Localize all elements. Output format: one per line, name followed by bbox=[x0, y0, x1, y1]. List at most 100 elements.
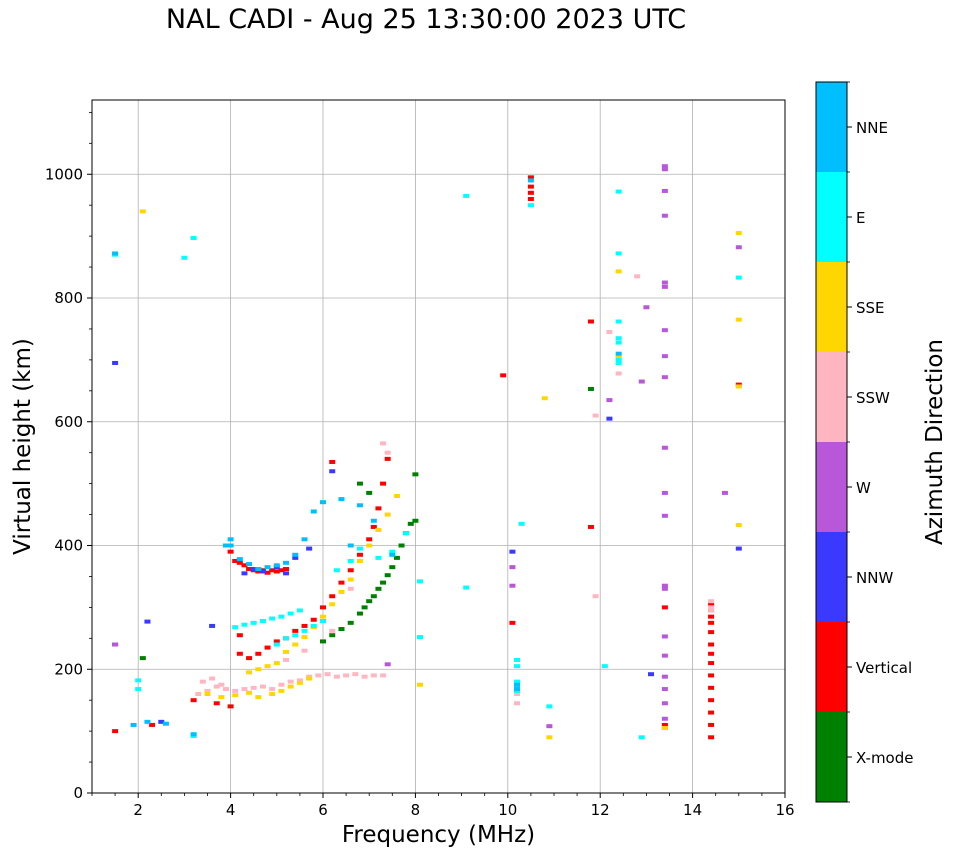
colorbar-label: SSW bbox=[856, 389, 890, 407]
data-point-sse bbox=[329, 602, 336, 607]
data-point-e bbox=[463, 585, 470, 590]
data-point-ssw bbox=[370, 673, 377, 678]
data-point-vertical bbox=[708, 630, 715, 635]
data-point-ssw bbox=[384, 450, 391, 455]
data-point-nne bbox=[112, 251, 119, 256]
data-point-vertical bbox=[320, 605, 326, 610]
colorbar-segment bbox=[816, 352, 847, 442]
data-point-nne bbox=[527, 178, 534, 183]
data-point-x-mode bbox=[320, 639, 326, 644]
data-point-vertical bbox=[329, 459, 336, 464]
data-point-sse bbox=[417, 682, 424, 687]
data-point-ssw bbox=[347, 586, 354, 591]
data-point-vertical bbox=[708, 614, 715, 619]
data-point-x-mode bbox=[139, 656, 146, 661]
data-point-w bbox=[661, 586, 668, 591]
data-point-x-mode bbox=[384, 573, 391, 578]
data-point-nne bbox=[273, 563, 280, 568]
data-point-ssw bbox=[195, 692, 202, 696]
data-point-sse bbox=[255, 695, 262, 700]
data-point-vertical bbox=[708, 722, 715, 727]
data-point-vertical bbox=[283, 567, 290, 572]
data-point-vertical bbox=[149, 722, 156, 727]
data-point-ssw bbox=[592, 413, 599, 418]
y-tick-label: 600 bbox=[54, 413, 83, 431]
data-point-e bbox=[269, 616, 276, 621]
data-point-x-mode bbox=[412, 472, 419, 477]
data-point-w bbox=[606, 398, 613, 403]
data-point-vertical bbox=[310, 617, 317, 622]
data-point-sse bbox=[283, 649, 290, 654]
data-point-sse bbox=[393, 494, 400, 498]
data-point-ssw bbox=[352, 672, 359, 677]
data-point-nne bbox=[227, 537, 234, 542]
data-point-nne bbox=[356, 503, 363, 508]
data-point-ssw bbox=[343, 673, 350, 678]
data-point-ssw bbox=[296, 678, 303, 683]
x-axis-label: Frequency (MHz) bbox=[342, 822, 535, 848]
data-point-e bbox=[615, 251, 622, 256]
data-point-e bbox=[514, 664, 521, 669]
data-point-x-mode bbox=[389, 565, 396, 570]
data-point-ssw bbox=[250, 685, 257, 690]
data-point-e bbox=[735, 275, 742, 280]
data-point-e bbox=[356, 546, 363, 551]
data-point-vertical bbox=[338, 580, 345, 585]
data-point-vertical bbox=[292, 628, 299, 633]
data-point-x-mode bbox=[393, 555, 400, 560]
x-tick-label: 6 bbox=[318, 801, 328, 819]
y-tick-label: 400 bbox=[54, 537, 83, 555]
data-point-ssw bbox=[380, 441, 387, 446]
data-point-nnw bbox=[329, 469, 336, 474]
data-point-w bbox=[661, 653, 668, 658]
data-point-w bbox=[112, 642, 119, 647]
data-point-ssw bbox=[204, 688, 211, 693]
x-tick-label: 10 bbox=[498, 801, 517, 819]
data-point-ssw bbox=[283, 657, 290, 662]
x-tick-label: 4 bbox=[226, 801, 236, 819]
data-point-e bbox=[296, 608, 303, 613]
data-point-e bbox=[135, 687, 142, 692]
data-point-e bbox=[250, 620, 257, 625]
data-point-vertical bbox=[190, 698, 197, 703]
data-point-sse bbox=[273, 661, 280, 666]
data-point-e bbox=[463, 193, 470, 198]
data-point-e bbox=[403, 531, 410, 536]
data-point-sse bbox=[264, 664, 271, 669]
data-point-vertical bbox=[384, 456, 391, 461]
data-point-ssw bbox=[380, 673, 387, 678]
data-point-nne bbox=[236, 557, 243, 562]
data-point-ssw bbox=[634, 274, 641, 279]
data-point-e bbox=[527, 203, 534, 208]
y-tick-label: 1000 bbox=[45, 165, 83, 183]
data-point-ssw bbox=[708, 605, 715, 610]
data-point-e bbox=[241, 622, 248, 627]
colorbar-label: NNW bbox=[856, 569, 893, 587]
data-point-vertical bbox=[227, 704, 234, 709]
data-point-e bbox=[190, 235, 197, 240]
data-point-e bbox=[278, 614, 285, 619]
data-point-w bbox=[661, 716, 668, 721]
data-point-nne bbox=[162, 721, 169, 726]
y-tick-label: 800 bbox=[54, 289, 83, 307]
data-point-x-mode bbox=[338, 627, 345, 632]
data-point-vertical bbox=[246, 567, 253, 572]
colorbar-frame bbox=[815, 81, 848, 803]
data-point-sse bbox=[347, 577, 354, 582]
data-point-nne bbox=[255, 567, 262, 572]
data-point-ssw bbox=[287, 679, 294, 684]
data-point-e bbox=[615, 189, 622, 194]
data-point-w bbox=[661, 328, 668, 333]
data-point-ssw bbox=[269, 687, 276, 692]
data-point-sse bbox=[541, 396, 548, 401]
data-point-vertical bbox=[213, 701, 220, 706]
data-point-vertical bbox=[587, 319, 594, 324]
data-point-vertical bbox=[708, 602, 715, 607]
data-point-vertical bbox=[112, 729, 119, 734]
data-point-sse bbox=[384, 512, 391, 517]
data-point-nnw bbox=[283, 571, 290, 576]
colorbar-segment bbox=[816, 442, 847, 532]
data-point-vertical bbox=[527, 197, 534, 201]
data-point-sse bbox=[269, 692, 276, 696]
